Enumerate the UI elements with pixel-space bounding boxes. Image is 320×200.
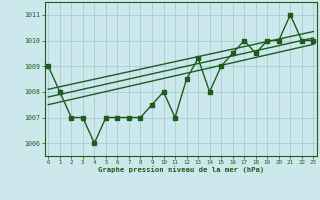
X-axis label: Graphe pression niveau de la mer (hPa): Graphe pression niveau de la mer (hPa) (98, 167, 264, 173)
